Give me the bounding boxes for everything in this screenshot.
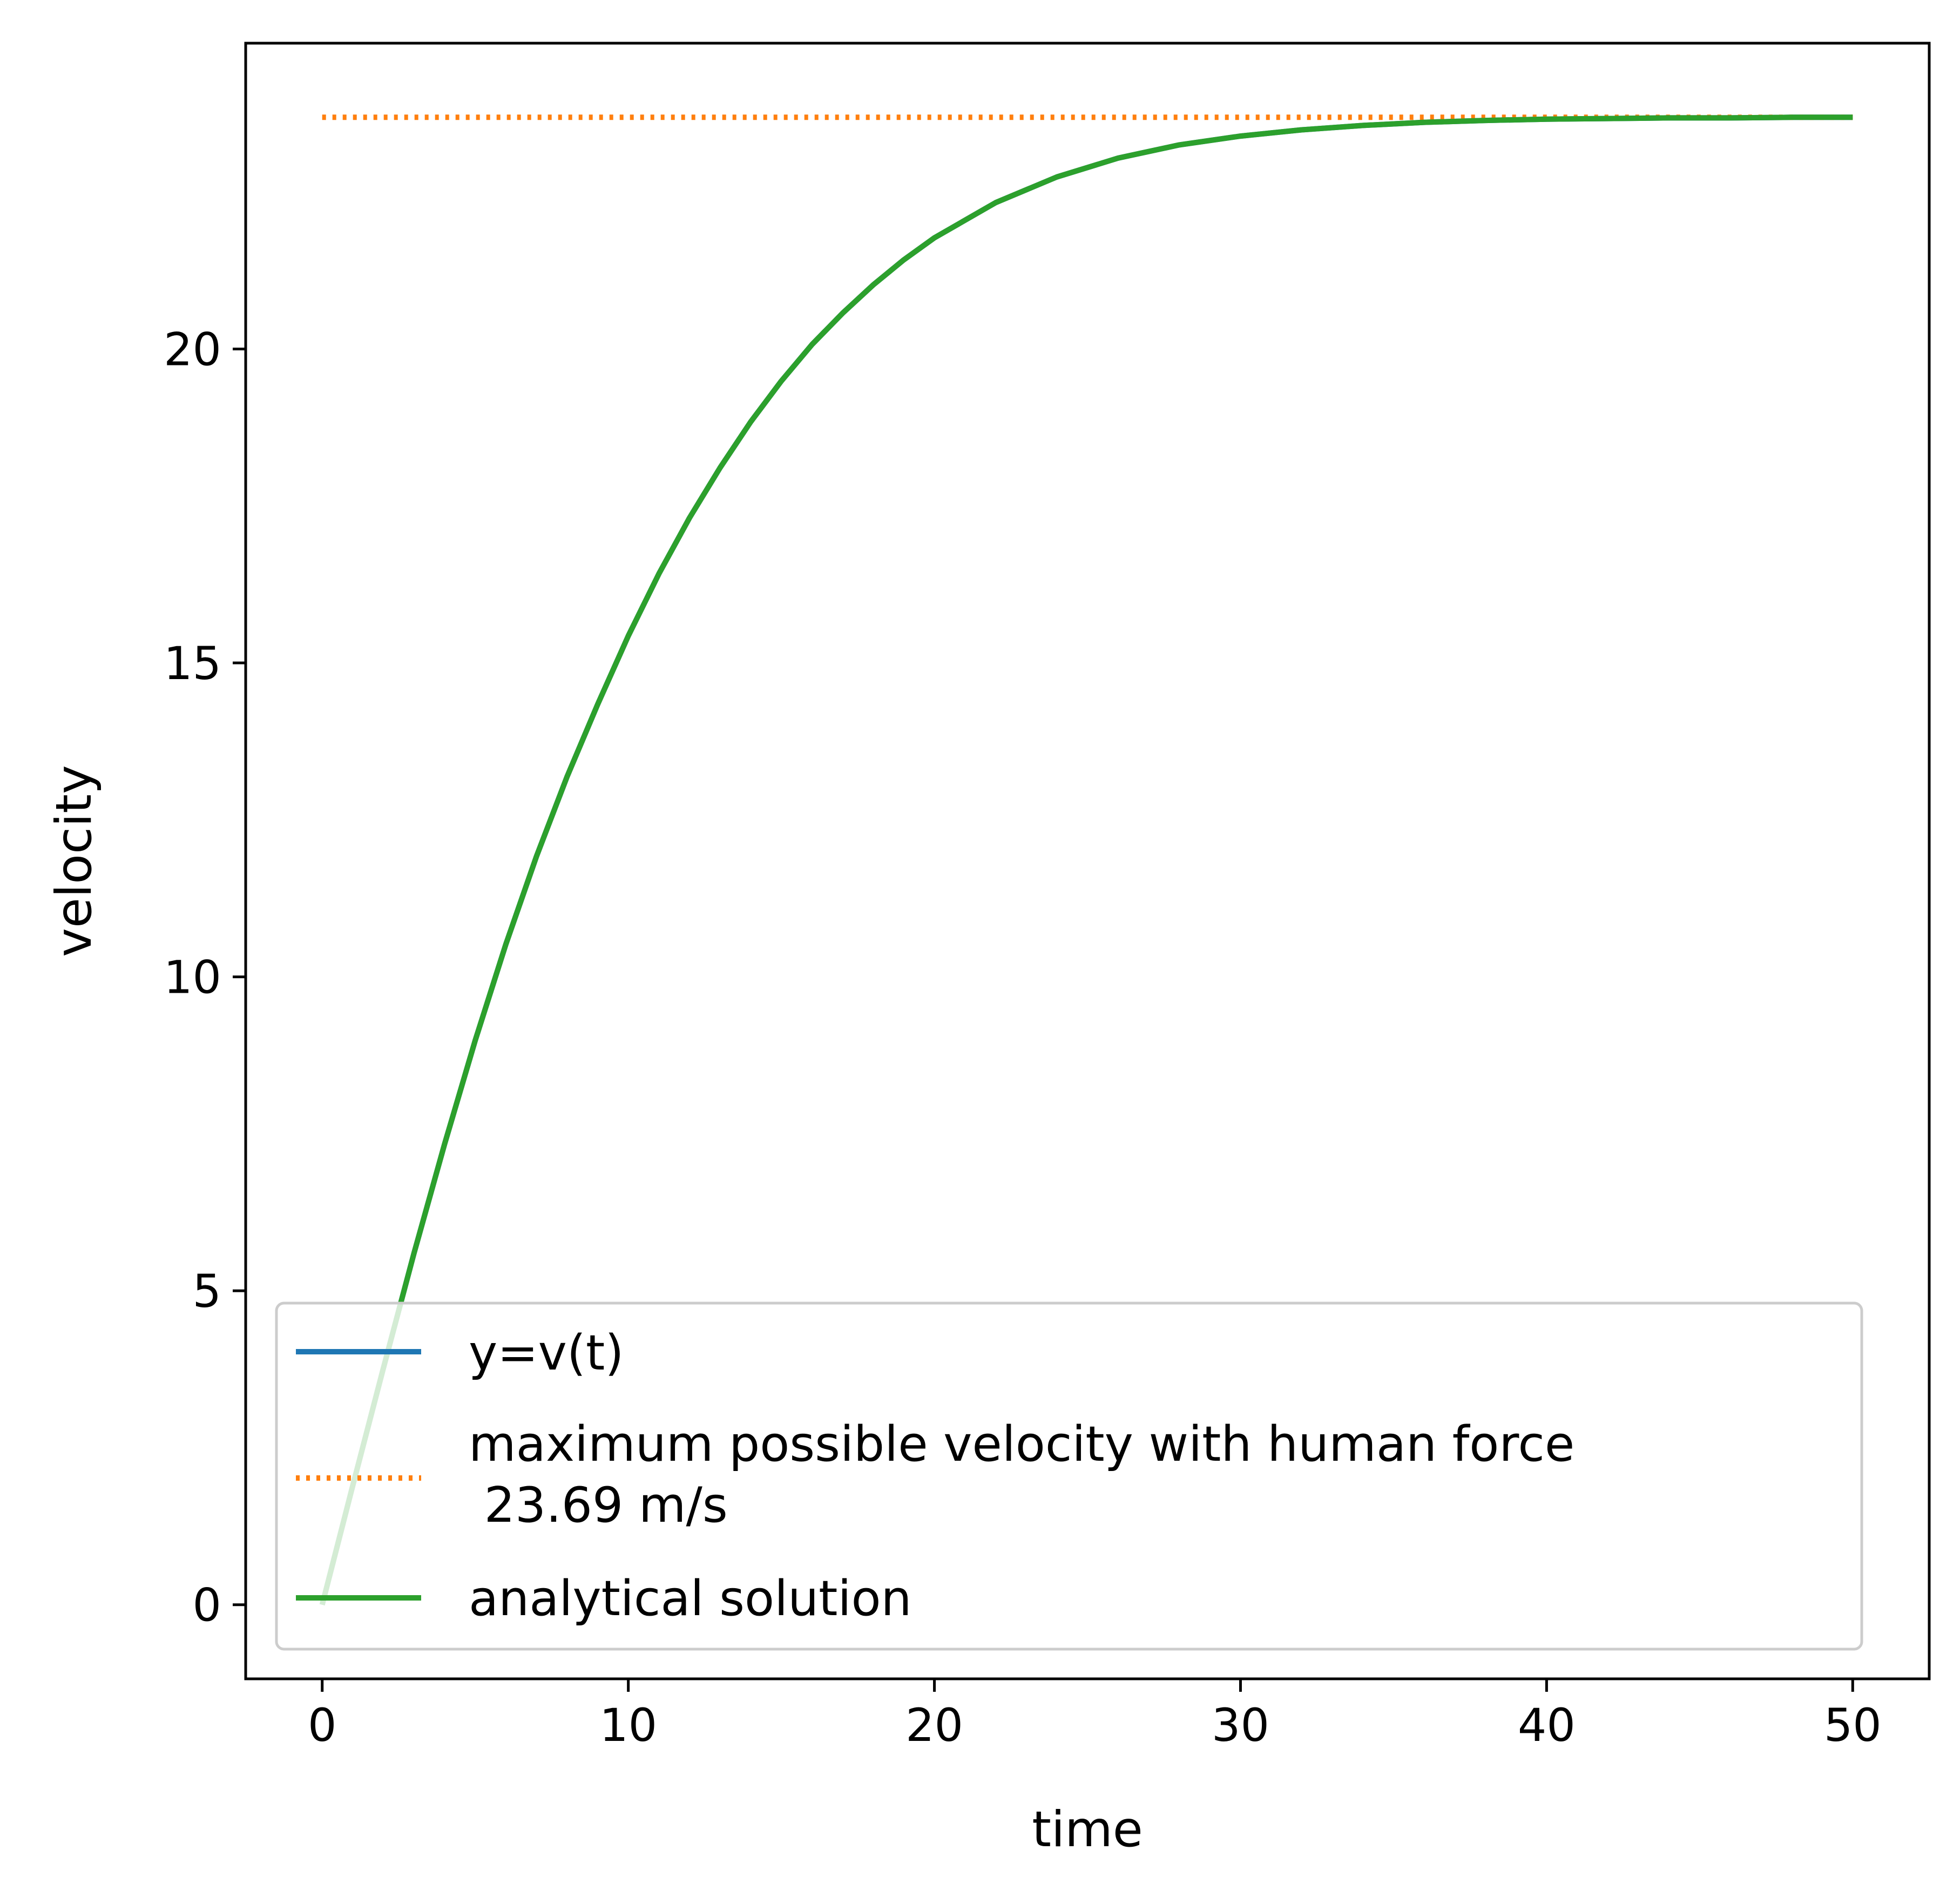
axes-frame (244, 42, 1931, 1680)
x-tick-label: 40 (1518, 1699, 1576, 1752)
y-tick-label: 0 (193, 1579, 221, 1632)
y-tick-label: 5 (193, 1265, 221, 1318)
x-axis-label: time (1032, 1801, 1143, 1858)
x-tick-label: 50 (1824, 1699, 1882, 1752)
series-layer (319, 114, 1853, 1605)
y-tick-label: 20 (164, 323, 221, 376)
x-axis: 0 10 20 30 40 50 (308, 1679, 1882, 1752)
legend: y=v(t) maximum possible velocity with hum… (275, 1302, 1863, 1651)
y-tick-label: 15 (164, 637, 221, 690)
legend-label-1: maximum possible velocity with human for… (469, 1416, 1574, 1473)
legend-label-2: analytical solution (469, 1570, 912, 1627)
y-tick-label: 10 (164, 951, 221, 1004)
series-line-2 (319, 114, 1853, 1605)
x-tick-label: 30 (1212, 1699, 1269, 1752)
legend-label-0: y=v(t) (469, 1325, 624, 1381)
x-tick-label: 0 (308, 1699, 336, 1752)
x-tick-label: 20 (905, 1699, 963, 1752)
x-tick-label: 10 (599, 1699, 657, 1752)
y-axis: 0 5 10 15 20 (164, 323, 246, 1632)
legend-frame (275, 1302, 1863, 1651)
y-axis-label: velocity (46, 765, 103, 957)
legend-label-1: 23.69 m/s (469, 1477, 728, 1534)
legend-entries: y=v(t) maximum possible velocity with hum… (296, 1325, 1574, 1627)
